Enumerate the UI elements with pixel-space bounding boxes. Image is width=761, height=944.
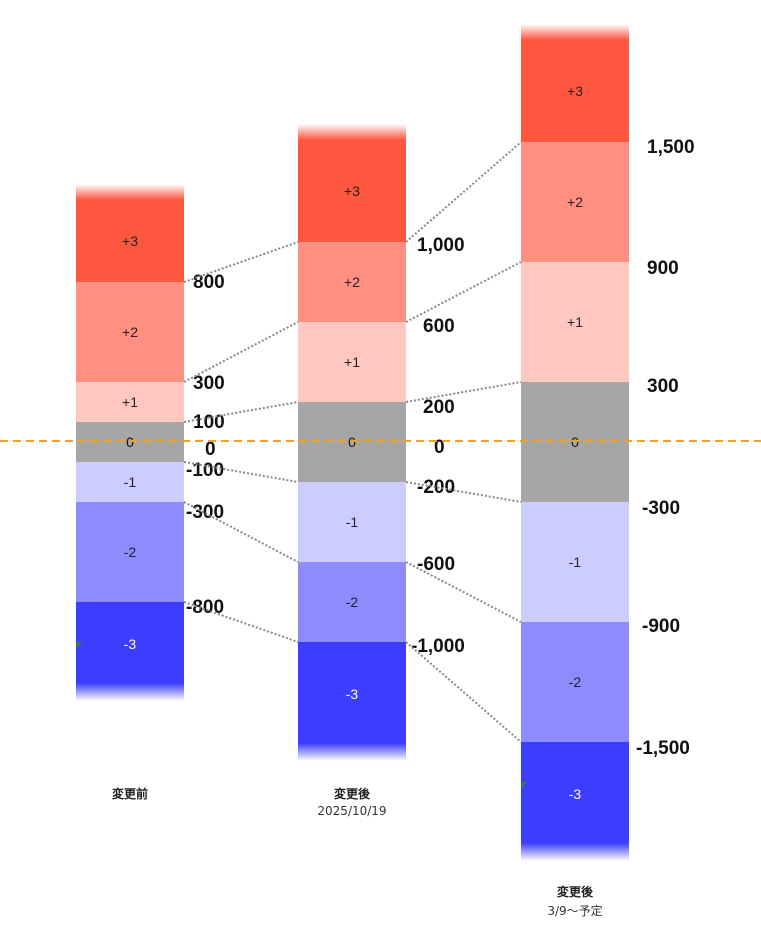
connector-line: [405, 481, 522, 503]
threshold-label: 0: [205, 439, 216, 460]
band-level-plus3-col3: +3: [521, 24, 629, 142]
threshold-label: -300: [642, 498, 681, 519]
connector-line: [183, 401, 299, 423]
threshold-label: 100: [193, 412, 225, 433]
band-level-minus2-col2: -2: [298, 562, 406, 642]
band-level-minus2-col3: -2: [521, 622, 629, 742]
column-subtitle: 2025/10/19: [317, 804, 387, 818]
threshold-label: 300: [647, 376, 679, 397]
marker-icon: [521, 780, 527, 788]
connector-line: [405, 641, 522, 743]
band-level-plus2-col2: +2: [298, 242, 406, 322]
connector-line: [183, 461, 299, 483]
connector-line: [405, 381, 522, 403]
connector-line: [405, 561, 522, 623]
threshold-label: -100: [186, 460, 225, 481]
threshold-label: -200: [417, 477, 456, 498]
column-title: 変更前: [111, 787, 148, 801]
threshold-label: 0: [434, 437, 445, 458]
connector-line: [405, 141, 522, 243]
connector-line: [405, 261, 522, 323]
threshold-label: -900: [642, 616, 681, 637]
marker-icon: [76, 640, 82, 648]
band-level-plus1-col3: +1: [521, 262, 629, 382]
threshold-label: 200: [423, 397, 455, 418]
threshold-label: -600: [417, 554, 456, 575]
column-title: 変更後: [333, 787, 370, 801]
band-level-plus2-col1: +2: [76, 282, 184, 382]
connector-line: [183, 321, 299, 383]
connector-line: [183, 601, 299, 643]
band-level-minus1-col3: -1: [521, 502, 629, 622]
column-subtitle: 3/9～予定: [547, 904, 603, 918]
threshold-label: 600: [423, 316, 455, 337]
threshold-label: 900: [647, 258, 679, 279]
threshold-label: -1,000: [411, 636, 465, 657]
connector-line: [183, 501, 299, 563]
band-level-plus2-col3: +2: [521, 142, 629, 262]
threshold-label: 1,500: [647, 137, 695, 158]
threshold-label: -1,500: [636, 738, 690, 759]
column-title: 変更後: [556, 885, 593, 899]
threshold-label: 800: [193, 272, 225, 293]
band-level-minus1-col2: -1: [298, 482, 406, 562]
connector-line: [183, 241, 299, 283]
threshold-label: 1,000: [417, 235, 465, 256]
threshold-label: 300: [193, 373, 225, 394]
